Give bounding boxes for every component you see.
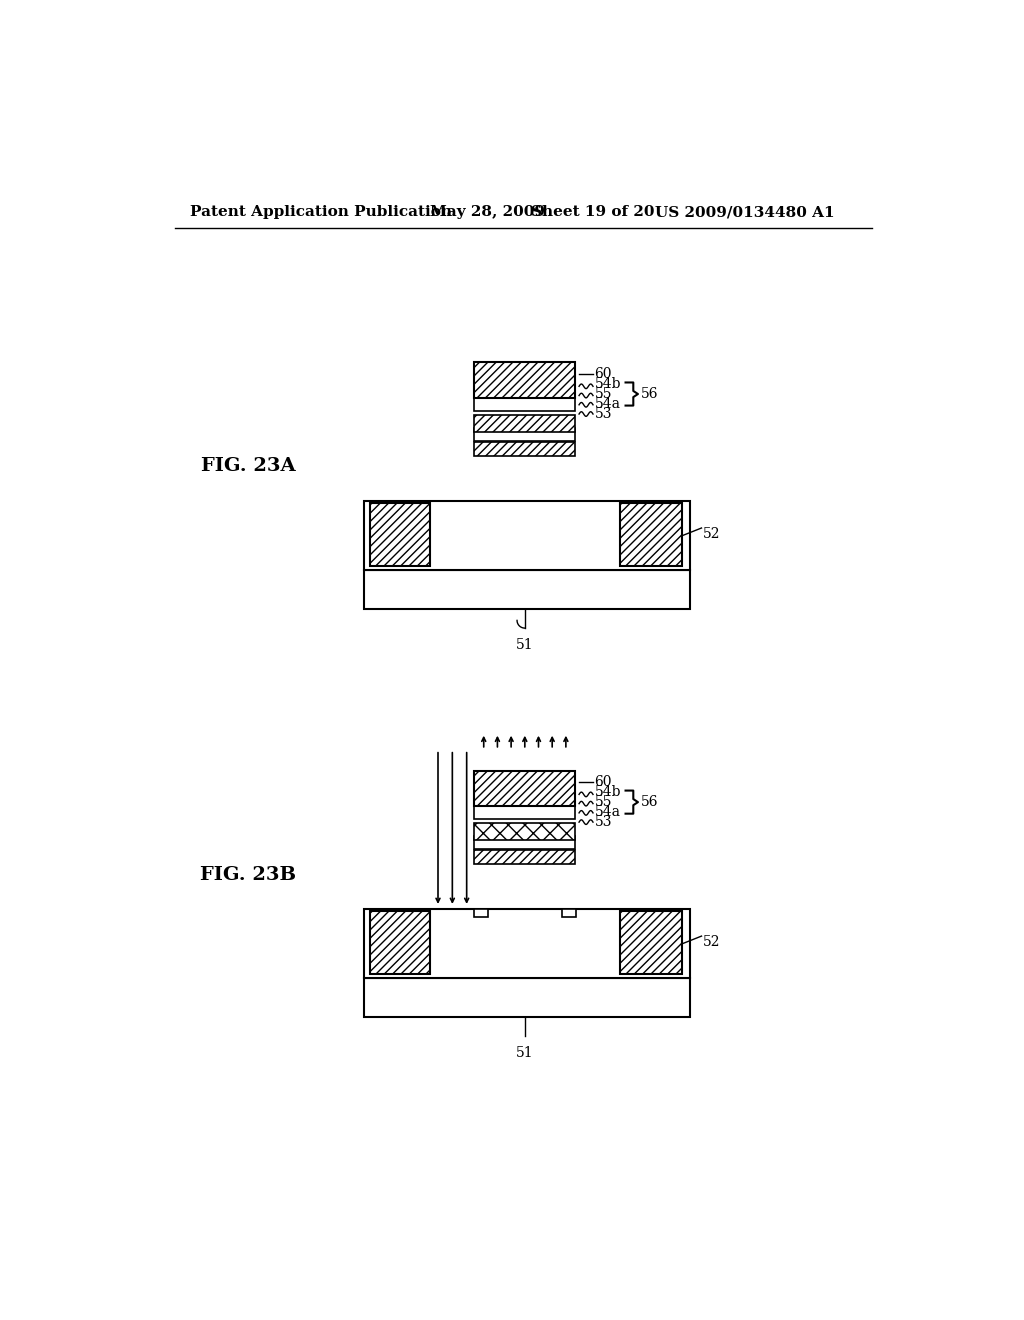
Text: 51: 51 (516, 638, 534, 652)
Bar (621, 911, 682, 974)
Text: 53: 53 (595, 407, 612, 421)
Text: 52: 52 (703, 527, 721, 541)
Bar (474, 836, 575, 849)
Bar (474, 428, 575, 441)
Bar (474, 807, 575, 818)
Bar (474, 414, 575, 432)
Text: 54b: 54b (595, 378, 621, 391)
Bar (474, 771, 575, 807)
Bar (562, 909, 575, 917)
Text: 53: 53 (595, 816, 612, 829)
Text: FIG. 23A: FIG. 23A (201, 458, 296, 475)
Bar (621, 503, 682, 566)
Bar (474, 850, 575, 863)
Text: 56: 56 (641, 387, 658, 401)
Text: 60: 60 (595, 775, 612, 789)
Text: FIG. 23B: FIG. 23B (200, 866, 296, 883)
Text: 55: 55 (595, 387, 612, 401)
Text: 55: 55 (595, 795, 612, 809)
Text: Patent Application Publication: Patent Application Publication (190, 206, 452, 219)
Bar (474, 363, 575, 397)
Bar (474, 822, 575, 840)
Text: 52: 52 (703, 936, 721, 949)
Bar (370, 503, 430, 566)
Text: 60: 60 (595, 367, 612, 381)
Bar (474, 442, 575, 455)
Bar (365, 909, 690, 978)
Bar (365, 978, 690, 1016)
Text: 54a: 54a (595, 397, 621, 411)
Text: 54a: 54a (595, 805, 621, 820)
Bar (365, 502, 690, 570)
Text: May 28, 2009: May 28, 2009 (430, 206, 545, 219)
Text: 56: 56 (641, 795, 658, 809)
Text: 51: 51 (516, 1047, 534, 1060)
Bar (474, 909, 487, 917)
Text: Sheet 19 of 20: Sheet 19 of 20 (531, 206, 654, 219)
Bar (474, 397, 575, 411)
Bar (365, 570, 690, 609)
Text: 54b: 54b (595, 785, 621, 799)
Text: US 2009/0134480 A1: US 2009/0134480 A1 (655, 206, 835, 219)
Bar (370, 911, 430, 974)
